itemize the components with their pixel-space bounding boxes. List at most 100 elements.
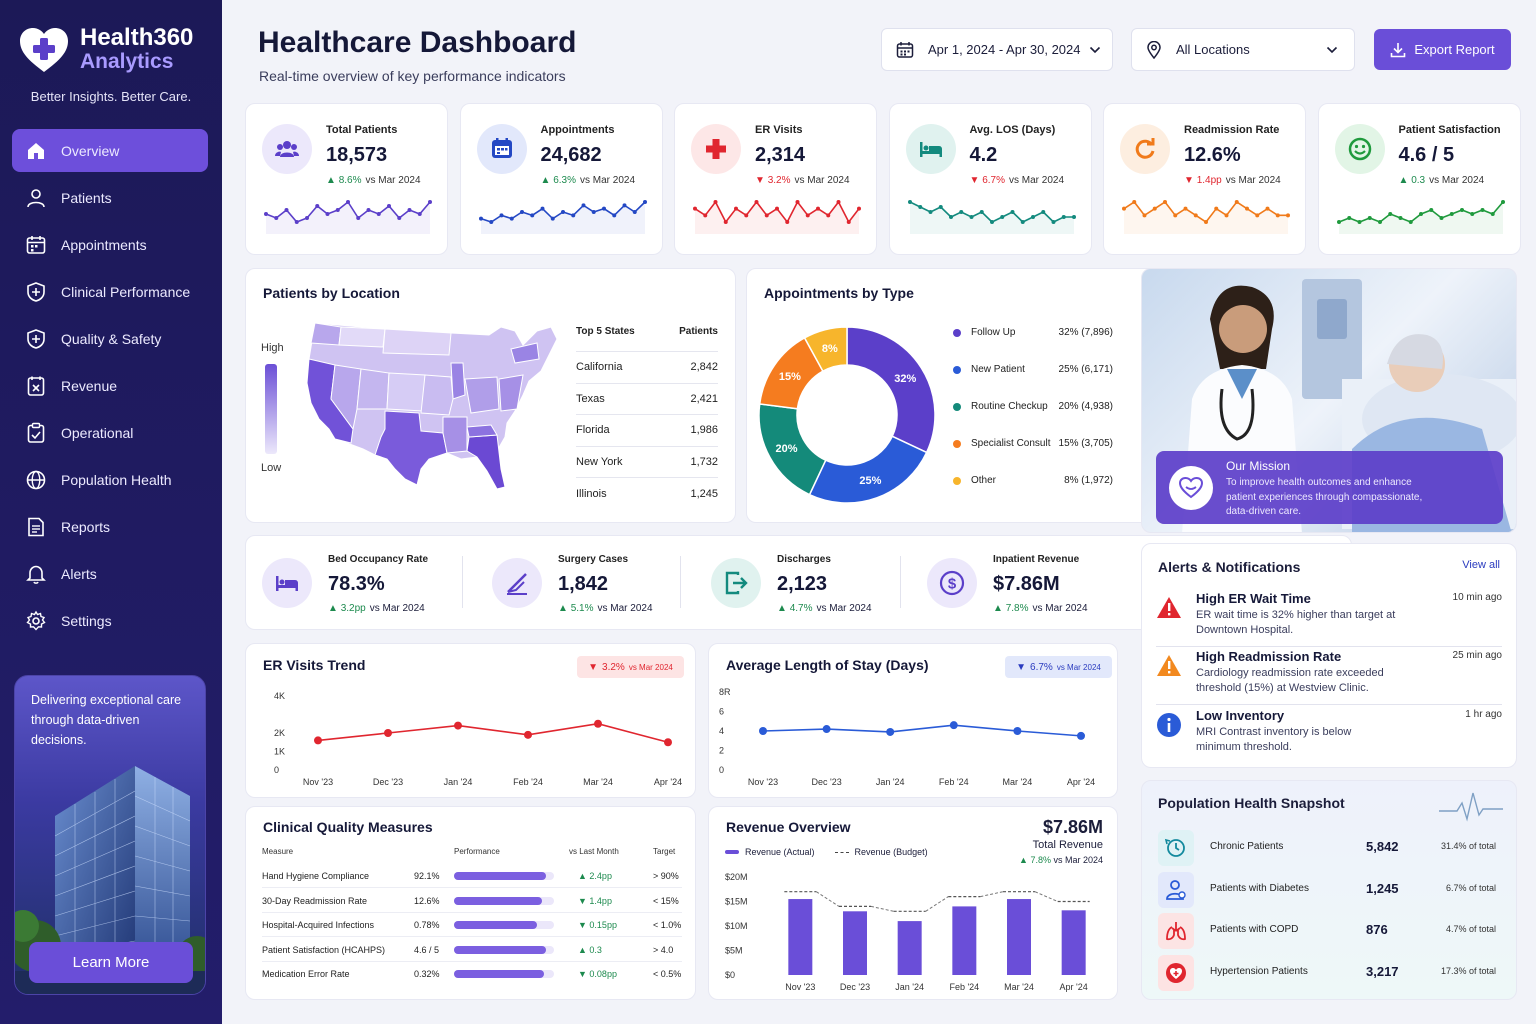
legend-value: 8% (1,972) (1064, 475, 1113, 486)
table-row[interactable]: Hand Hygiene Compliance 92.1% ▲ 2.4pp > 90% (262, 864, 682, 888)
medical-cross-icon (691, 124, 741, 174)
data-point[interactable] (314, 736, 322, 745)
revenue-bar[interactable] (788, 899, 813, 975)
table-row[interactable]: California 2,842 (576, 352, 718, 384)
mission-title: Our Mission (1226, 459, 1291, 473)
table-row[interactable]: Hospital-Acquired Infections 0.78% ▼ 0.15p… (262, 913, 682, 938)
y-tick-label: 4 (719, 726, 724, 736)
learn-more-button[interactable]: Learn More (29, 942, 193, 983)
sidebar-item-alerts[interactable]: Alerts (12, 552, 208, 595)
sparkline-point (315, 204, 320, 208)
table-row[interactable]: Medication Error Rate 0.32% ▼ 0.08pp < 0.5% (262, 962, 682, 986)
data-point[interactable] (759, 727, 767, 735)
table-row[interactable]: Florida 1,986 (576, 415, 718, 447)
state-name: New York (576, 455, 623, 468)
sidebar-item-patients[interactable]: Patients (12, 176, 208, 219)
alert-item[interactable]: Low Inventory MRI Contrast inventory is b… (1156, 706, 1502, 764)
performance-bar (454, 970, 554, 979)
sidebar-item-clinical-performance[interactable]: Clinical Performance (12, 270, 208, 313)
sidebar-item-quality-safety[interactable]: Quality & Safety (12, 317, 208, 360)
us-map[interactable] (301, 319, 561, 491)
revenue-bar[interactable] (952, 906, 977, 975)
los-line-chart[interactable]: 0 2 4 6 8R Nov '23 Dec '23 Jan '24 Feb '24 Mar '2… (715, 684, 1111, 792)
revenue-bar-chart[interactable]: $0 $5M $10M $15M $20M Nov '23 Dec '23 Jan '24 Fe… (715, 865, 1111, 997)
revenue-bar[interactable] (1007, 899, 1031, 975)
sidebar-item-revenue[interactable]: Revenue (12, 364, 208, 407)
alert-item[interactable]: High ER Wait Time ER wait time is 32% hig… (1156, 589, 1502, 647)
y-tick-label: $0 (725, 970, 735, 980)
kpi-card-avg-los-days[interactable]: Avg. LOS (Days) 4.2 ▼ 6.7% vs Mar 2024 (888, 103, 1092, 255)
kpi-card-patient-satisfaction[interactable]: Patient Satisfaction 4.6 / 5 ▲ 0.3 vs Mar 2… (1317, 103, 1521, 255)
location-select[interactable]: All Locations (1131, 28, 1355, 71)
population-row[interactable]: Patients with COPD 876 4.7% of total (1156, 911, 1504, 951)
data-point[interactable] (384, 729, 392, 737)
revenue-bar[interactable] (897, 921, 922, 975)
table-row[interactable]: Illinois 1,245 (576, 478, 718, 510)
dollar-icon: $ (927, 558, 977, 608)
appointments-donut-chart[interactable]: 32% 25% 20% 15% 8% (757, 323, 937, 507)
legend-item[interactable]: Follow Up 32% (7,896) (953, 321, 1113, 358)
data-point[interactable] (594, 719, 602, 728)
er-visits-line-chart[interactable]: 0 1K 2K 4K Nov '23 Dec '23 Jan '24 Feb '24 Mar '… (256, 684, 686, 792)
table-row[interactable]: 30-Day Readmission Rate 12.6% ▼ 1.4pp < 15% (262, 889, 682, 913)
table-row[interactable]: Texas 2,421 (576, 384, 718, 415)
legend-item[interactable]: Specialist Consult 15% (3,705) (953, 432, 1113, 469)
ops-change: ▲ 7.8% vs Mar 2024 (993, 603, 1088, 614)
kpi-change-vs: vs Mar 2024 (794, 175, 850, 186)
er-trend-badge-vs: vs Mar 2024 (628, 662, 673, 672)
revenue-bar[interactable] (1061, 910, 1086, 975)
kpi-change: ▲ 0.3 vs Mar 2024 (1399, 175, 1485, 186)
revenue-bar[interactable] (843, 911, 867, 975)
budget-line (870, 905, 894, 912)
population-row[interactable]: Patients with Diabetes 1,245 6.7% of total (1156, 870, 1504, 910)
kpi-card-readmission-rate[interactable]: Readmission Rate 12.6% ▼ 1.4pp vs Mar 2024 (1103, 103, 1306, 255)
sidebar-item-appointments[interactable]: Appointments (12, 223, 208, 266)
data-point[interactable] (1013, 727, 1022, 735)
sidebar-item-reports[interactable]: Reports (12, 505, 208, 548)
down-arrow-icon: ▼ (588, 661, 599, 673)
alert-item[interactable]: High Readmission Rate Cardiology readmiss… (1156, 647, 1502, 705)
alerts-title: Alerts & Notifications (1158, 559, 1301, 575)
measure-name: Patient Satisfaction (HCAHPS) (262, 944, 386, 955)
data-point[interactable] (524, 730, 532, 739)
sidebar-item-population-health[interactable]: Population Health (12, 458, 208, 501)
refresh-icon (1120, 124, 1170, 174)
donut-slice-new-patient[interactable] (808, 435, 928, 504)
kpi-change-vs: vs Mar 2024 (579, 175, 636, 186)
sidebar-item-settings[interactable]: Settings (12, 599, 208, 642)
data-point[interactable] (664, 738, 672, 747)
donut-slice-other[interactable] (803, 326, 848, 373)
table-row[interactable]: Patient Satisfaction (HCAHPS) 4.6 / 5 ▲ 0.… (262, 938, 682, 962)
clinical-quality-card: Clinical Quality Measures Measure Perform… (245, 806, 696, 1000)
view-all-link[interactable]: View all (1462, 559, 1500, 571)
los-trend-badge: ▼ 6.7% vs Mar 2024 (1005, 656, 1112, 678)
sparkline-point (1193, 213, 1198, 218)
x-tick-label: Jan '24 (895, 982, 924, 992)
kpi-card-total-patients[interactable]: Total Patients 18,573 ▲ 8.6% vs Mar 2024 (245, 103, 448, 255)
sparkline-point (1265, 206, 1270, 211)
sparkline-point (816, 206, 820, 211)
export-report-button[interactable]: Export Report (1374, 29, 1511, 70)
kpi-card-appointments[interactable]: Appointments 24,682 ▲ 6.3% vs Mar 2024 (459, 103, 663, 255)
data-point[interactable] (949, 721, 958, 730)
population-pct: 6.7% of total (1445, 882, 1496, 893)
brand-logo[interactable]: Health360 Analytics (18, 26, 193, 74)
sidebar-item-operational[interactable]: Operational (12, 411, 208, 454)
kpi-card-er-visits[interactable]: ER Visits 2,314 ▼ 3.2% vs Mar 2024 (674, 103, 877, 255)
table-row[interactable]: New York 1,732 (576, 447, 718, 478)
population-row[interactable]: Chronic Patients 5,842 31.4% of total (1156, 828, 1504, 868)
legend-item[interactable]: Other 8% (1,972) (953, 469, 1113, 506)
legend-item[interactable]: New Patient 25% (6,171) (953, 358, 1113, 395)
sidebar-item-overview[interactable]: Overview (12, 129, 208, 172)
legend-item[interactable]: Routine Checkup 20% (4,938) (953, 395, 1113, 432)
data-point[interactable] (454, 721, 462, 730)
sparkline-point (274, 216, 279, 220)
donut-slice-follow-up[interactable] (846, 326, 936, 454)
data-point[interactable] (822, 725, 831, 734)
population-row[interactable]: Hypertension Patients 3,217 17.3% of total (1156, 953, 1504, 993)
sparkline-point (989, 220, 994, 224)
budget-line (816, 891, 840, 907)
data-point[interactable] (1077, 731, 1085, 740)
data-point[interactable] (886, 727, 895, 736)
date-range-picker[interactable]: Apr 1, 2024 - Apr 30, 2024 (881, 28, 1113, 71)
